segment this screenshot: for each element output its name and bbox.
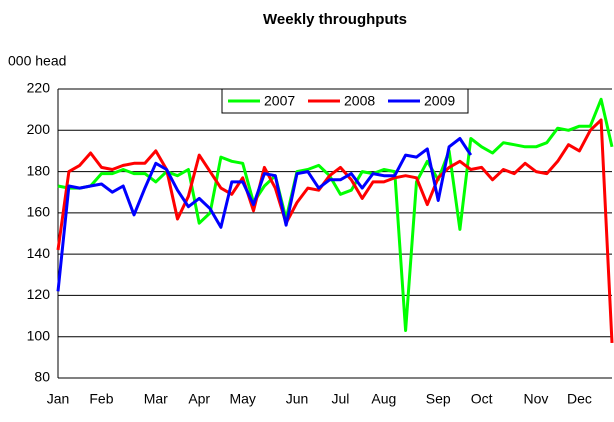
x-tick-label: Jul [331,391,349,407]
x-tick-label: Jan [47,391,70,407]
x-tick-label: May [229,391,255,407]
y-tick-label: 80 [34,369,50,385]
x-tick-label: Jun [286,391,309,407]
x-tick-label: Feb [89,391,113,407]
y-tick-label: 100 [27,327,51,343]
y-tick-label: 200 [27,121,51,137]
y-tick-label: 140 [27,245,51,261]
y-tick-label: 120 [27,286,51,302]
y-tick-label: 220 [27,80,51,96]
legend-label: 2009 [424,93,455,109]
legend: 2007 2008 2009 [221,88,469,114]
legend-label: 2007 [264,93,295,109]
x-tick-label: Aug [371,391,396,407]
x-tick-label: Oct [471,391,493,407]
x-tick-label: Apr [188,391,210,407]
x-tick-label: Sep [426,391,451,407]
legend-label: 2008 [344,93,375,109]
x-tick-label: Dec [567,391,592,407]
x-tick-label: Mar [144,391,168,407]
y-tick-label: 180 [27,162,51,178]
series-line [56,118,614,343]
x-tick-label: Nov [524,391,549,407]
chart-title: Weekly throughputs [263,11,407,28]
series-line [56,137,473,292]
y-axis-label: 000 head [8,53,66,69]
legend-box [221,88,469,114]
y-tick-label: 160 [27,204,51,220]
